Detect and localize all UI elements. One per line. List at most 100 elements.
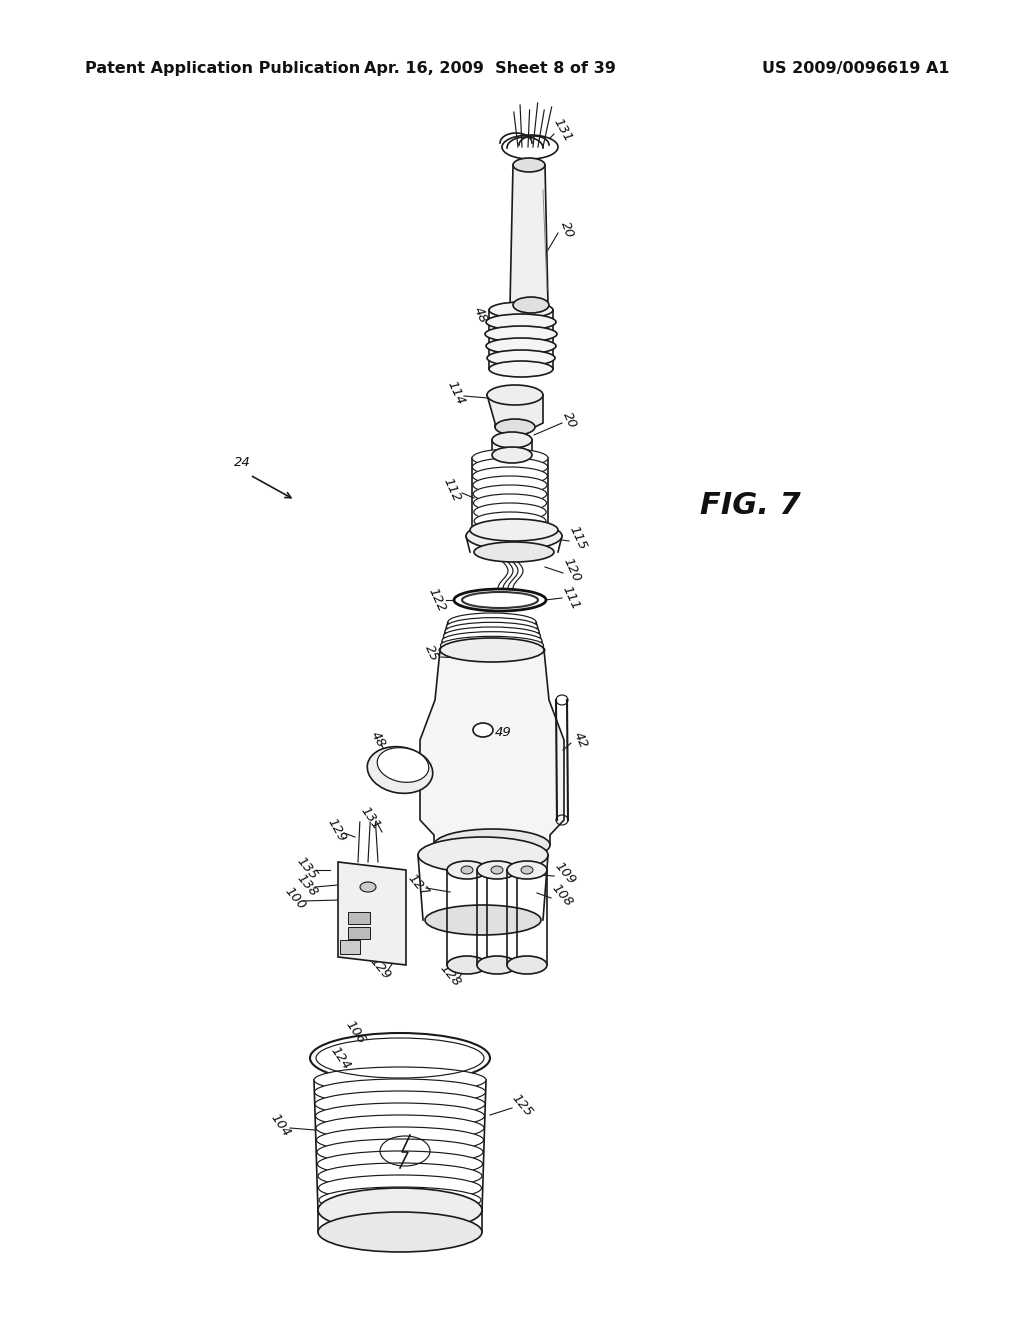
Ellipse shape bbox=[474, 512, 546, 531]
Ellipse shape bbox=[446, 618, 538, 636]
Text: 48: 48 bbox=[369, 730, 388, 751]
Ellipse shape bbox=[368, 747, 433, 793]
Ellipse shape bbox=[443, 627, 541, 645]
Ellipse shape bbox=[442, 632, 542, 649]
Ellipse shape bbox=[445, 622, 539, 640]
Ellipse shape bbox=[466, 521, 562, 550]
Text: 115: 115 bbox=[567, 524, 589, 552]
Text: 106: 106 bbox=[342, 1018, 368, 1045]
Ellipse shape bbox=[447, 861, 487, 879]
Text: 114: 114 bbox=[444, 379, 467, 407]
Text: 128: 128 bbox=[437, 961, 463, 989]
Ellipse shape bbox=[316, 1115, 484, 1140]
Ellipse shape bbox=[490, 866, 503, 874]
Text: 138: 138 bbox=[294, 871, 321, 899]
Ellipse shape bbox=[318, 1212, 482, 1251]
Ellipse shape bbox=[454, 589, 546, 611]
Ellipse shape bbox=[485, 326, 557, 342]
Ellipse shape bbox=[315, 1104, 484, 1129]
Text: 24: 24 bbox=[233, 457, 251, 470]
Ellipse shape bbox=[318, 1188, 482, 1232]
Ellipse shape bbox=[418, 837, 548, 873]
Ellipse shape bbox=[473, 723, 493, 737]
Text: 124: 124 bbox=[328, 1044, 352, 1072]
FancyBboxPatch shape bbox=[348, 927, 370, 939]
Polygon shape bbox=[420, 649, 564, 845]
Polygon shape bbox=[510, 165, 548, 305]
Ellipse shape bbox=[492, 447, 532, 463]
Ellipse shape bbox=[360, 882, 376, 892]
FancyBboxPatch shape bbox=[340, 940, 360, 954]
Text: 49: 49 bbox=[495, 726, 511, 739]
Text: 120: 120 bbox=[561, 556, 584, 585]
Ellipse shape bbox=[449, 612, 536, 631]
Ellipse shape bbox=[477, 956, 517, 974]
Ellipse shape bbox=[425, 906, 541, 935]
Ellipse shape bbox=[317, 1139, 483, 1166]
Ellipse shape bbox=[317, 1151, 482, 1177]
Ellipse shape bbox=[461, 866, 473, 874]
Ellipse shape bbox=[319, 1199, 480, 1225]
Ellipse shape bbox=[473, 494, 547, 512]
Ellipse shape bbox=[470, 519, 558, 541]
Text: FIG. 7: FIG. 7 bbox=[700, 491, 801, 520]
Text: 111: 111 bbox=[560, 583, 583, 612]
Polygon shape bbox=[338, 862, 406, 965]
Ellipse shape bbox=[473, 484, 547, 503]
Text: 109: 109 bbox=[552, 859, 579, 887]
Text: 42: 42 bbox=[570, 730, 590, 750]
Text: 20: 20 bbox=[560, 409, 580, 430]
Text: 20: 20 bbox=[558, 220, 575, 240]
Ellipse shape bbox=[487, 350, 555, 366]
Text: 104: 104 bbox=[267, 1111, 293, 1139]
Ellipse shape bbox=[521, 866, 534, 874]
Ellipse shape bbox=[477, 861, 517, 879]
Ellipse shape bbox=[434, 829, 550, 861]
Ellipse shape bbox=[473, 477, 547, 494]
Ellipse shape bbox=[440, 636, 544, 655]
Ellipse shape bbox=[316, 1127, 483, 1152]
Ellipse shape bbox=[507, 861, 547, 879]
Ellipse shape bbox=[513, 297, 549, 313]
Ellipse shape bbox=[487, 385, 543, 405]
Text: 127: 127 bbox=[404, 871, 431, 899]
FancyBboxPatch shape bbox=[348, 912, 370, 924]
Text: US 2009/0096619 A1: US 2009/0096619 A1 bbox=[763, 61, 950, 75]
Ellipse shape bbox=[486, 314, 556, 330]
Ellipse shape bbox=[314, 1078, 485, 1105]
Text: 129: 129 bbox=[367, 954, 393, 982]
Polygon shape bbox=[487, 395, 543, 426]
Ellipse shape bbox=[473, 467, 548, 484]
Ellipse shape bbox=[472, 449, 548, 467]
Ellipse shape bbox=[318, 1175, 481, 1201]
Text: 108: 108 bbox=[549, 882, 575, 908]
Ellipse shape bbox=[474, 503, 546, 521]
Ellipse shape bbox=[502, 135, 558, 158]
Ellipse shape bbox=[486, 338, 556, 354]
Text: 100: 100 bbox=[282, 884, 308, 912]
Ellipse shape bbox=[472, 458, 548, 477]
Text: Patent Application Publication: Patent Application Publication bbox=[85, 61, 360, 75]
Ellipse shape bbox=[319, 1187, 481, 1213]
Text: 131: 131 bbox=[357, 804, 383, 832]
Ellipse shape bbox=[489, 302, 553, 318]
Text: 25: 25 bbox=[423, 643, 441, 664]
Text: 135: 135 bbox=[294, 854, 321, 882]
Ellipse shape bbox=[440, 638, 544, 663]
Text: 131: 131 bbox=[551, 116, 574, 144]
Ellipse shape bbox=[318, 1163, 482, 1189]
Text: 122: 122 bbox=[426, 586, 449, 614]
Ellipse shape bbox=[439, 642, 545, 659]
Ellipse shape bbox=[310, 1034, 490, 1082]
Ellipse shape bbox=[447, 956, 487, 974]
Ellipse shape bbox=[513, 158, 545, 172]
Text: 125: 125 bbox=[509, 1092, 536, 1119]
Ellipse shape bbox=[492, 432, 532, 447]
Text: Apr. 16, 2009  Sheet 8 of 39: Apr. 16, 2009 Sheet 8 of 39 bbox=[365, 61, 616, 75]
Ellipse shape bbox=[315, 1092, 485, 1117]
Ellipse shape bbox=[507, 956, 547, 974]
Text: 48: 48 bbox=[471, 305, 489, 325]
Ellipse shape bbox=[474, 543, 554, 562]
Ellipse shape bbox=[495, 418, 535, 436]
Ellipse shape bbox=[474, 521, 546, 539]
